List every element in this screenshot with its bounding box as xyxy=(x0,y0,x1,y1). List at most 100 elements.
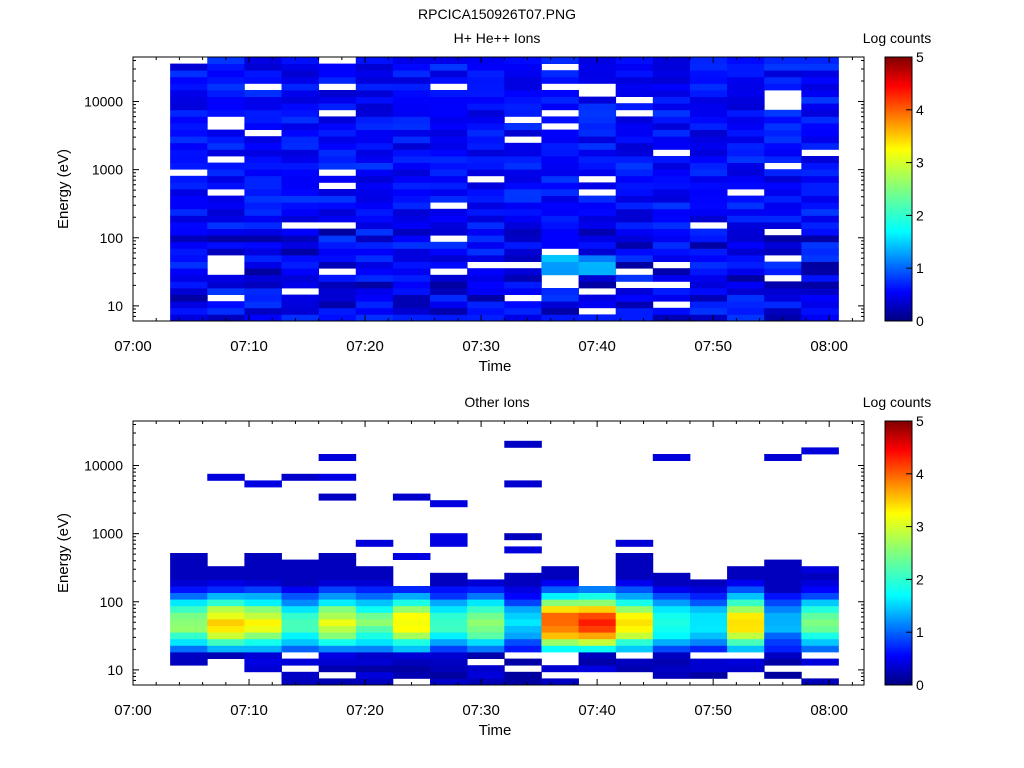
heatmap-cell xyxy=(207,605,245,613)
heatmap-cell xyxy=(652,612,691,620)
heatmap-cell xyxy=(355,215,394,223)
heatmap-cell xyxy=(244,175,282,183)
heatmap-cell xyxy=(430,96,468,104)
heatmap-cell xyxy=(764,215,802,223)
heatmap-cell xyxy=(764,572,802,580)
heatmap-cell xyxy=(504,605,542,613)
heatmap-cell xyxy=(615,156,654,163)
heatmap-cell xyxy=(504,314,542,322)
heatmap-cell xyxy=(170,123,208,130)
heatmap-cell xyxy=(355,57,394,64)
heatmap-cell xyxy=(207,208,245,216)
heatmap-cell xyxy=(578,294,617,302)
heatmap-cell xyxy=(318,136,357,144)
heatmap-cell xyxy=(281,70,320,78)
heatmap-cell xyxy=(244,57,282,64)
heatmap-cell xyxy=(207,90,245,97)
heatmap-cell xyxy=(541,222,579,229)
heatmap-cell xyxy=(504,612,542,620)
heatmap-cell xyxy=(689,83,728,91)
heatmap-cell xyxy=(281,294,320,302)
heatmap-cell xyxy=(355,281,394,289)
heatmap-cell xyxy=(801,241,839,249)
heatmap-cell xyxy=(244,228,282,236)
heatmap-cell xyxy=(615,241,654,249)
heatmap-cell xyxy=(244,652,282,659)
heatmap-cell xyxy=(689,671,728,679)
heatmap-cell xyxy=(244,162,282,170)
heatmap-cell xyxy=(281,566,320,574)
heatmap-cell xyxy=(430,142,468,150)
heatmap-cell xyxy=(207,182,245,190)
heatmap-cell xyxy=(578,103,617,111)
heatmap-cell xyxy=(244,586,282,593)
heatmap-cell xyxy=(207,162,245,170)
heatmap-cell xyxy=(207,586,245,593)
heatmap-cell xyxy=(392,142,431,150)
heatmap-cell xyxy=(689,57,728,64)
heatmap-cell xyxy=(355,83,394,91)
heatmap-cell xyxy=(652,222,691,229)
heatmap-cell xyxy=(467,599,505,607)
heatmap-cell xyxy=(355,208,394,216)
heatmap-cell xyxy=(615,632,654,640)
heatmap-cell xyxy=(578,195,617,203)
heatmap-cell xyxy=(652,195,691,203)
heatmap-cell xyxy=(689,142,728,150)
heatmap-cell xyxy=(430,70,468,78)
heatmap-cell xyxy=(504,123,542,130)
heatmap-cell xyxy=(430,678,468,686)
heatmap-cell xyxy=(281,301,320,309)
heatmap-cell xyxy=(207,195,245,203)
heatmap-cell xyxy=(541,215,579,223)
heatmap-cell xyxy=(467,281,505,289)
heatmap-cell xyxy=(392,96,431,104)
heatmap-cell xyxy=(355,228,394,236)
figure-title: RPCICA150926T07.PNG xyxy=(418,6,576,22)
heatmap-cell xyxy=(467,268,505,276)
heatmap-cell xyxy=(801,625,839,633)
heatmap-cell xyxy=(244,281,282,289)
heatmap-cell xyxy=(318,619,357,626)
heatmap-cell xyxy=(801,619,839,626)
panel-title: H+ He++ Ions xyxy=(454,30,541,46)
heatmap-cell xyxy=(615,314,654,322)
heatmap-cell xyxy=(392,116,431,124)
heatmap-cell xyxy=(467,63,505,71)
heatmap-cell xyxy=(541,90,579,97)
heatmap-cell xyxy=(689,579,728,587)
heatmap-cell xyxy=(504,195,542,203)
heatmap-cell xyxy=(652,288,691,295)
heatmap-cell xyxy=(652,572,691,580)
heatmap-cell xyxy=(541,169,579,177)
heatmap-cell xyxy=(207,57,245,64)
heatmap-cell xyxy=(727,625,765,633)
heatmap-cell xyxy=(801,169,839,177)
heatmap-cell xyxy=(764,301,802,309)
x-axis-label: Time xyxy=(479,722,512,739)
heatmap-cell xyxy=(467,274,505,282)
heatmap-cell xyxy=(727,301,765,309)
heatmap-cell xyxy=(170,182,208,190)
heatmap-cell xyxy=(689,215,728,223)
heatmap-cell xyxy=(615,70,654,78)
heatmap-cell xyxy=(318,625,357,633)
heatmap-cell xyxy=(318,579,357,587)
heatmap-cell xyxy=(578,123,617,130)
heatmap-cell xyxy=(504,480,542,488)
heatmap-cell xyxy=(430,500,468,508)
heatmap-cell xyxy=(392,70,431,78)
heatmap-cell xyxy=(170,553,208,560)
heatmap-cell xyxy=(318,454,357,461)
y-tick-label: 1000 xyxy=(92,162,123,178)
heatmap-cell xyxy=(244,579,282,587)
y-tick-label: 100 xyxy=(100,594,124,610)
heatmap-cell xyxy=(170,645,208,653)
heatmap-cell xyxy=(652,228,691,236)
panel-h-he-ions: H+ He++ Ions 07:00 07:10 07:20 07:30 07:40 07… xyxy=(55,30,931,375)
heatmap-cell xyxy=(207,566,245,574)
heatmap-cell xyxy=(355,572,394,580)
heatmap-cell xyxy=(392,63,431,71)
heatmap-cell xyxy=(615,579,654,587)
heatmap-cell xyxy=(689,103,728,111)
